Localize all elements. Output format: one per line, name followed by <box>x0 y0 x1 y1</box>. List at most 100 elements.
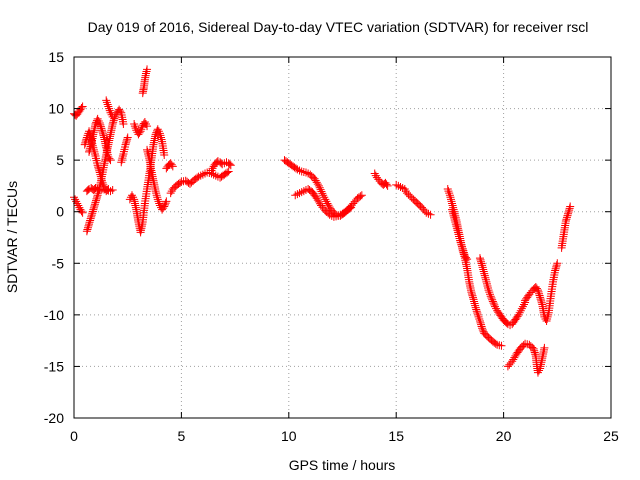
data-point <box>535 366 544 375</box>
data-point <box>531 350 540 359</box>
data-point <box>523 340 532 349</box>
data-point <box>154 197 163 206</box>
data-point <box>313 180 322 189</box>
data-point <box>92 196 101 205</box>
data-point <box>86 144 95 153</box>
x-tick-label: 0 <box>70 428 78 444</box>
data-point <box>488 295 497 304</box>
data-point <box>82 227 91 236</box>
data-point <box>122 137 131 146</box>
data-point <box>168 162 177 171</box>
data-point <box>471 303 480 312</box>
data-point <box>166 189 175 198</box>
data-point <box>517 304 526 313</box>
data-point <box>510 353 519 362</box>
data-point <box>491 339 500 348</box>
data-point <box>77 207 86 216</box>
data-point <box>475 317 484 326</box>
data-point <box>450 213 459 222</box>
data-point <box>561 216 570 225</box>
data-point <box>119 120 128 129</box>
data-point <box>470 297 479 306</box>
data-point <box>103 100 112 109</box>
data-point <box>543 314 552 323</box>
x-tick-label: 5 <box>178 428 186 444</box>
data-point <box>482 277 491 286</box>
data-point <box>136 127 145 136</box>
data-point <box>144 149 153 158</box>
data-point <box>370 169 379 178</box>
data-point <box>495 341 504 350</box>
data-point <box>91 198 100 207</box>
data-point <box>143 147 152 156</box>
data-point <box>88 209 97 218</box>
data-point <box>501 318 510 327</box>
data-point <box>99 131 108 140</box>
x-tick-label: 20 <box>496 428 512 444</box>
data-point <box>311 192 320 201</box>
data-point <box>380 179 389 188</box>
data-point <box>165 160 174 169</box>
data-point <box>106 108 115 117</box>
data-point <box>77 104 86 113</box>
data-point <box>143 145 152 154</box>
data-point <box>78 208 87 217</box>
data-point <box>481 273 490 282</box>
data-point <box>455 234 464 243</box>
data-point <box>310 174 319 183</box>
data-point <box>478 324 487 333</box>
y-tick-label: 10 <box>48 101 64 117</box>
data-point <box>530 284 539 293</box>
data-point <box>463 255 472 264</box>
data-point <box>566 202 575 211</box>
data-point <box>104 186 113 195</box>
data-point <box>153 195 162 204</box>
data-point <box>143 122 152 131</box>
data-point <box>458 242 467 251</box>
data-point <box>467 288 476 297</box>
data-point <box>141 69 150 78</box>
data-point <box>530 348 539 357</box>
data-point <box>203 168 212 177</box>
data-point <box>535 291 544 300</box>
data-point <box>520 300 529 309</box>
data-point <box>106 187 115 196</box>
data-point <box>491 302 500 311</box>
data-point <box>93 193 102 202</box>
data-point <box>345 204 354 213</box>
data-point <box>167 160 176 169</box>
data-point <box>89 203 98 212</box>
data-point <box>311 176 320 185</box>
data-point <box>95 119 104 128</box>
data-point <box>468 291 477 300</box>
data-point <box>118 152 127 161</box>
data-point <box>94 116 103 125</box>
data-point <box>85 146 94 155</box>
data-point <box>314 181 323 190</box>
data-point <box>472 305 481 314</box>
data-point <box>90 149 99 158</box>
data-point <box>455 232 464 241</box>
data-point <box>314 197 323 206</box>
data-point <box>94 164 103 173</box>
data-point <box>553 259 562 268</box>
data-point <box>459 248 468 257</box>
data-point <box>226 161 235 170</box>
axis-tick-labels: 0 5 10 15 20 25 -20 -15 -10 -5 0 5 10 15 <box>44 49 619 444</box>
data-point <box>480 271 489 280</box>
data-point <box>447 197 456 206</box>
data-point <box>293 165 302 174</box>
data-point <box>74 201 83 210</box>
data-point <box>160 150 169 159</box>
data-point <box>453 226 462 235</box>
data-point <box>481 275 490 284</box>
data-point <box>108 186 117 195</box>
data-point <box>459 246 468 255</box>
x-tick-label: 15 <box>388 428 404 444</box>
data-point <box>471 301 480 310</box>
data-point <box>313 196 322 205</box>
data-point <box>151 187 160 196</box>
data-point <box>336 210 345 219</box>
data-point <box>320 193 329 202</box>
